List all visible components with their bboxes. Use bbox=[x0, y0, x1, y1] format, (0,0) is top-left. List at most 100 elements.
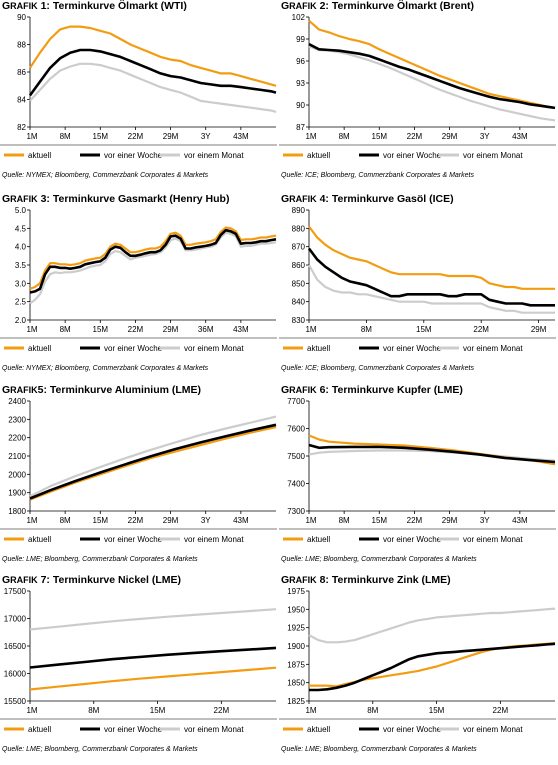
chart-svg: 82 84 86 88 90 1M 8M 15M 22M 29M 3Y 43M aktuell vor e… bbox=[0, 13, 277, 160]
chart-svg: 1800 1900 2000 2100 2200 2300 2400 1M 8M 15M 22M 29… bbox=[0, 397, 277, 544]
chart-panel-aluminium: GRAFIK5: Terminkurve Aluminium (LME) Quel… bbox=[0, 384, 277, 574]
y-tick-label: 7600 bbox=[287, 425, 305, 434]
x-tick-label: 22M bbox=[407, 132, 423, 141]
x-tick-label: 22M bbox=[128, 325, 144, 334]
x-tick-label: 22M bbox=[473, 325, 489, 334]
x-tick-label: 8M bbox=[339, 516, 350, 525]
y-tick-label: 84 bbox=[17, 96, 26, 105]
chart-source: Quelle: NYMEX; Bloomberg, Commerzbank Co… bbox=[2, 365, 209, 372]
legend-label: vor einem Monat bbox=[463, 151, 523, 160]
legend-label: aktuell bbox=[28, 725, 51, 734]
legend-label: vor einem Monat bbox=[184, 725, 244, 734]
chart-panel-zink: GRAFIK 8: Terminkurve Zink (LME) Quelle: … bbox=[279, 574, 556, 764]
x-tick-label: 8M bbox=[367, 706, 378, 715]
legend-label: vor einer Woche bbox=[104, 344, 163, 353]
legend-label: vor einem Monat bbox=[184, 151, 244, 160]
y-tick-label: 2.5 bbox=[15, 298, 27, 307]
x-tick-label: 15M bbox=[93, 325, 109, 334]
y-tick-label: 2400 bbox=[8, 397, 26, 406]
chart-svg: 15500 16000 16500 17000 17500 1M 8M 15M 22M aktue… bbox=[0, 587, 277, 734]
x-tick-label: 15M bbox=[93, 516, 109, 525]
x-tick-label: 22M bbox=[493, 706, 509, 715]
legend-label: vor einer Woche bbox=[383, 535, 442, 544]
x-tick-label: 1M bbox=[305, 325, 316, 334]
x-tick-label: 22M bbox=[128, 516, 144, 525]
series-line-vor-einem-monat bbox=[308, 607, 556, 644]
y-tick-label: 1800 bbox=[8, 507, 26, 516]
y-tick-label: 1825 bbox=[287, 697, 305, 706]
y-tick-label: 93 bbox=[296, 79, 305, 88]
y-tick-label: 88 bbox=[17, 41, 26, 50]
y-tick-label: 2100 bbox=[8, 452, 26, 461]
y-tick-label: 3.5 bbox=[15, 261, 27, 270]
x-tick-label: 15M bbox=[93, 132, 109, 141]
chart-panel-nickel: GRAFIK 7: Terminkurve Nickel (LME) Quelle… bbox=[0, 574, 277, 764]
y-tick-label: 16500 bbox=[4, 642, 27, 651]
y-tick-label: 3.0 bbox=[15, 279, 27, 288]
legend-label: aktuell bbox=[28, 151, 51, 160]
x-tick-label: 43M bbox=[233, 132, 249, 141]
legend-label: vor einer Woche bbox=[383, 725, 442, 734]
y-tick-label: 2000 bbox=[8, 470, 26, 479]
legend-label: aktuell bbox=[307, 535, 330, 544]
x-tick-label: 3Y bbox=[201, 516, 211, 525]
x-tick-label: 29M bbox=[163, 325, 179, 334]
legend-label: vor einer Woche bbox=[104, 151, 163, 160]
y-tick-label: 1975 bbox=[287, 587, 305, 596]
x-tick-label: 15M bbox=[416, 325, 432, 334]
chart-panel-henry-hub: GRAFIK 3: Terminkurve Gasmarkt (Henry Hu… bbox=[0, 193, 277, 383]
chart-svg: 7300 7400 7500 7600 7700 1M 8M 15M 22M 29M 3Y 43M ak… bbox=[279, 397, 556, 544]
x-tick-label: 1M bbox=[305, 706, 316, 715]
y-tick-label: 870 bbox=[292, 243, 306, 252]
legend-label: vor einem Monat bbox=[184, 344, 244, 353]
x-tick-label: 22M bbox=[214, 706, 230, 715]
y-tick-label: 2300 bbox=[8, 415, 26, 424]
y-tick-label: 850 bbox=[292, 279, 306, 288]
y-tick-label: 1950 bbox=[287, 605, 305, 614]
y-tick-label: 86 bbox=[17, 68, 26, 77]
chart-title: GRAFIK 2: Terminkurve Ölmarkt (Brent) bbox=[281, 0, 475, 12]
series-line-vor-einer-woche bbox=[307, 247, 555, 307]
x-tick-label: 1M bbox=[26, 706, 37, 715]
chart-source: Quelle: ICE; Bloomberg, Commerzbank Corp… bbox=[281, 365, 474, 372]
x-tick-label: 1M bbox=[26, 132, 37, 141]
y-tick-label: 840 bbox=[292, 298, 306, 307]
x-tick-label: 22M bbox=[407, 516, 423, 525]
x-tick-label: 15M bbox=[372, 132, 388, 141]
x-tick-label: 8M bbox=[88, 706, 99, 715]
y-tick-label: 1925 bbox=[287, 624, 305, 633]
legend-label: aktuell bbox=[307, 151, 330, 160]
legend-label: vor einer Woche bbox=[383, 344, 442, 353]
chart-source: Quelle: LME; Bloomberg, Commerzbank Corp… bbox=[281, 556, 477, 563]
y-tick-label: 880 bbox=[292, 224, 306, 233]
chart-title: GRAFIK 7: Terminkurve Nickel (LME) bbox=[2, 574, 182, 586]
x-tick-label: 36M bbox=[198, 325, 214, 334]
y-tick-label: 5.0 bbox=[15, 206, 27, 215]
y-tick-label: 4.0 bbox=[15, 243, 27, 252]
y-tick-label: 4.5 bbox=[15, 224, 27, 233]
y-tick-label: 102 bbox=[292, 13, 306, 22]
x-tick-label: 15M bbox=[150, 706, 166, 715]
x-tick-label: 1M bbox=[26, 325, 37, 334]
x-tick-label: 1M bbox=[26, 516, 37, 525]
legend-label: aktuell bbox=[28, 535, 51, 544]
y-tick-label: 1875 bbox=[287, 660, 305, 669]
y-tick-label: 1900 bbox=[8, 489, 26, 498]
chart-panel-kupfer: GRAFIK 6: Terminkurve Kupfer (LME) Quelle… bbox=[279, 384, 556, 574]
y-tick-label: 17000 bbox=[4, 615, 27, 624]
x-tick-label: 29M bbox=[163, 516, 179, 525]
x-tick-label: 8M bbox=[361, 325, 372, 334]
series-line-aktuell bbox=[308, 225, 555, 290]
series-line-vor-einer-woche bbox=[308, 443, 556, 464]
series-line-aktuell bbox=[29, 25, 277, 87]
chart-panel-brent: GRAFIK 2: Terminkurve Ölmarkt (Brent) Que… bbox=[279, 0, 556, 190]
chart-svg: 830 840 850 860 870 880 890 1M 8M 15M 22M 29M aktuel… bbox=[279, 206, 556, 353]
chart-source: Quelle: LME; Bloomberg, Commerzbank Corp… bbox=[281, 746, 477, 753]
legend-label: vor einer Woche bbox=[104, 535, 163, 544]
chart-title: GRAFIK5: Terminkurve Aluminium (LME) bbox=[2, 384, 202, 396]
chart-svg: 87 90 93 96 99 102 1M 8M 15M 22M 29M 3Y 43M aktuell vo… bbox=[279, 13, 556, 160]
x-tick-label: 8M bbox=[60, 325, 71, 334]
y-tick-label: 890 bbox=[292, 206, 306, 215]
legend-label: vor einer Woche bbox=[104, 725, 163, 734]
